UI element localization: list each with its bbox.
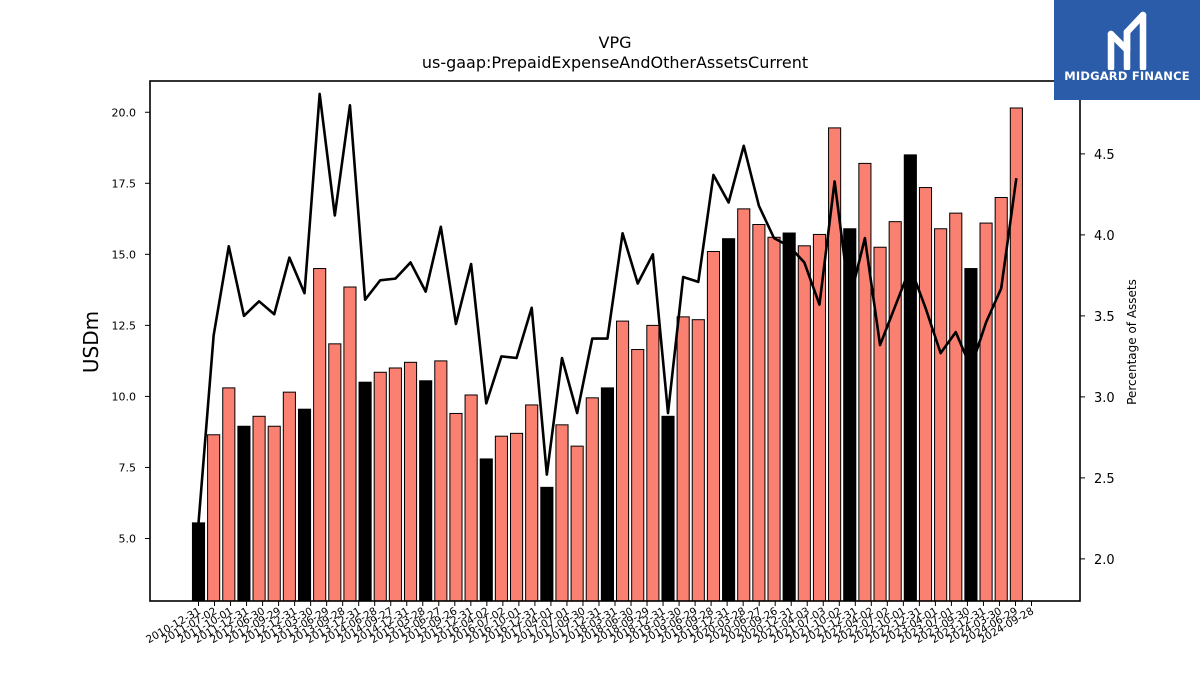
bar [570,445,584,602]
bar [464,394,478,602]
bar [903,154,917,602]
y2-tick-label: 4.0 [1094,229,1115,244]
y2-axis-label: Percentage of Assets [1125,279,1139,405]
y-tick-label: 10.0 [112,390,137,403]
bar [388,367,402,602]
bar [403,361,418,602]
bar-group [191,107,1023,602]
axes-group: 5.0 7.5 10.0 12.5 15.0 17.5 20.0 2.0 2.5 3.0 3.5 4.… [112,80,1115,646]
bar [752,224,766,602]
bar [510,432,524,602]
bar [313,268,327,602]
bar [858,162,872,602]
line-group [197,92,1018,524]
bar [828,127,842,602]
bar [782,232,796,602]
bar [494,435,508,602]
bar [767,236,781,602]
bar [343,286,357,602]
y-tick-label: 15.0 [112,248,137,261]
bar [297,408,312,602]
bar [252,415,266,602]
bar [555,424,569,602]
y2-tick-label: 4.5 [1094,148,1115,163]
bar [676,316,690,602]
bar [797,245,811,602]
y-axis-label: USDm [79,311,103,373]
bar [706,250,721,602]
bar [237,425,251,602]
bar [525,404,539,602]
bar [282,391,296,602]
midgard-logo-icon [1107,11,1147,70]
bar [631,349,645,602]
bar [419,380,433,602]
bar [691,319,705,602]
line-series [197,92,1018,524]
brand-logo: MIDGARD FINANCE [1054,0,1200,100]
bar [661,415,675,602]
y2-tick-label: 3.0 [1094,391,1115,406]
y2-tick-label: 2.0 [1094,553,1115,568]
brand-name: MIDGARD FINANCE [1064,69,1190,83]
bar [373,371,387,602]
bar [434,360,448,602]
y-tick-label: 7.5 [119,461,137,474]
bar [964,268,978,602]
bar [934,228,948,602]
bar [328,343,342,602]
y-tick-label: 17.5 [112,177,137,190]
bar [722,238,736,602]
bar [449,412,463,602]
bar [918,187,933,602]
bar [585,397,599,602]
bar [222,387,236,602]
bar [737,208,751,602]
bar [207,434,221,602]
y-tick-label: 20.0 [112,106,137,119]
bar [540,486,554,602]
bar [191,522,206,602]
bar [873,246,887,602]
y2-tick-label: 3.5 [1094,310,1115,325]
bar [949,212,963,602]
chart-subtitle: us-gaap:PrepaidExpenseAndOtherAssetsCurr… [422,53,808,72]
bar [646,324,660,602]
y-tick-label: 5.0 [119,532,137,545]
bar [979,222,993,602]
bar [616,320,630,602]
bar [888,221,902,602]
chart-title: VPG [599,33,632,52]
y-tick-label: 12.5 [112,319,137,332]
bar [358,381,372,602]
bar [600,387,614,602]
y2-tick-label: 2.5 [1094,472,1115,487]
bar [267,425,281,602]
bar [479,458,493,602]
